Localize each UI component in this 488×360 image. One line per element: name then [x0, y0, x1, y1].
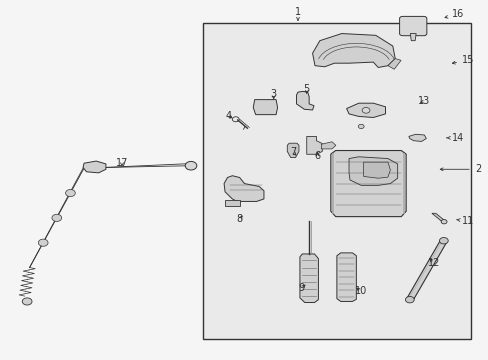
Polygon shape [346, 103, 385, 117]
Polygon shape [83, 161, 106, 173]
Polygon shape [296, 91, 313, 110]
Text: 1: 1 [294, 7, 301, 20]
Polygon shape [287, 143, 298, 157]
Text: 2: 2 [439, 164, 480, 174]
Polygon shape [299, 254, 318, 302]
Text: 11: 11 [456, 216, 473, 226]
Text: 12: 12 [427, 258, 439, 268]
Polygon shape [406, 240, 446, 301]
Polygon shape [224, 176, 264, 202]
Circle shape [440, 220, 446, 224]
Circle shape [22, 298, 32, 305]
Polygon shape [306, 136, 322, 154]
Circle shape [405, 296, 413, 303]
Text: 7: 7 [289, 147, 296, 157]
Text: 10: 10 [354, 287, 366, 296]
Polygon shape [321, 142, 335, 149]
Circle shape [38, 239, 48, 246]
Text: 8: 8 [236, 214, 242, 224]
Text: 16: 16 [444, 9, 464, 19]
Polygon shape [431, 213, 445, 222]
Circle shape [362, 108, 369, 113]
Circle shape [358, 124, 364, 129]
Polygon shape [336, 253, 356, 301]
FancyBboxPatch shape [399, 17, 426, 36]
Polygon shape [330, 150, 406, 217]
Polygon shape [348, 157, 397, 185]
Text: 9: 9 [298, 283, 305, 293]
Text: 17: 17 [116, 158, 128, 168]
Polygon shape [409, 33, 415, 41]
Circle shape [439, 238, 447, 244]
Circle shape [185, 161, 197, 170]
Polygon shape [408, 134, 426, 141]
Polygon shape [387, 59, 400, 69]
Text: 13: 13 [417, 96, 429, 107]
Text: 14: 14 [446, 133, 464, 143]
Text: 6: 6 [314, 151, 320, 161]
Text: 3: 3 [270, 89, 276, 99]
Circle shape [52, 214, 61, 221]
Polygon shape [363, 162, 389, 178]
Polygon shape [312, 33, 394, 67]
Circle shape [65, 189, 75, 197]
Text: 5: 5 [303, 84, 309, 94]
Polygon shape [224, 200, 239, 206]
Polygon shape [253, 100, 277, 114]
Text: 15: 15 [451, 55, 473, 65]
Bar [203, 23, 469, 339]
Text: 4: 4 [225, 111, 231, 121]
